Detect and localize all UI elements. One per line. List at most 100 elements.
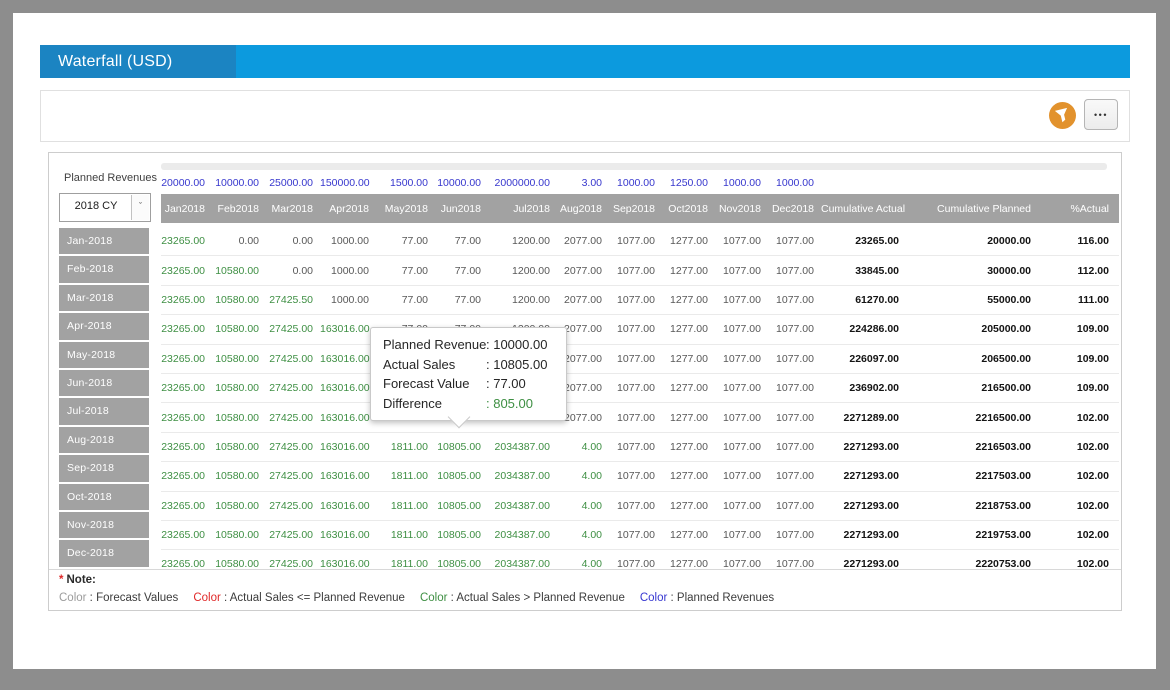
month-value: 163016.00: [320, 461, 376, 492]
empty-cell: [821, 171, 906, 194]
month-value: 1077.00: [768, 432, 821, 463]
row-header: Jul-2018: [59, 398, 149, 425]
month-value: 1077.00: [768, 461, 821, 492]
color-legend: Color : Forecast Values Color : Actual Sa…: [59, 592, 789, 604]
row-header: Jun-2018: [59, 370, 149, 397]
planned-revenue-value: 20000.00: [161, 176, 205, 189]
month-value: 1077.00: [609, 314, 662, 345]
month-value: 1077.00: [715, 255, 768, 286]
column-header: Mar2018: [266, 194, 320, 223]
month-value: 1077.00: [715, 285, 768, 316]
legend-item: Color : Forecast Values: [59, 592, 179, 604]
tooltip-row: Forecast Value: 77.00: [383, 376, 526, 391]
empty-cell: [1038, 171, 1119, 194]
pct-actual-value: 111.00: [1038, 285, 1119, 316]
cumulative-planned-value: 2216500.00: [906, 402, 1038, 433]
month-value: 1077.00: [776, 558, 814, 571]
cumulative-actual-value: 2271293.00: [821, 520, 906, 551]
month-value: 1077.00: [715, 373, 768, 404]
planned-revenue-value: 10000.00: [437, 176, 481, 189]
planned-revenues-label: Planned Revenues: [64, 172, 157, 184]
month-value: 1077.00: [715, 227, 768, 257]
month-value: 4.00: [557, 461, 609, 492]
month-value: 1200.00: [488, 255, 557, 286]
month-value: 163016.00: [320, 520, 376, 551]
table-row: 23265.0010580.0027425.00163016.001811.00…: [161, 344, 1119, 374]
column-header: Feb2018: [212, 194, 266, 223]
pct-actual-value: 102.00: [1038, 520, 1119, 551]
month-value: 1811.00: [390, 558, 428, 571]
table-row: 23265.0010580.0027425.00163016.001811.00…: [161, 373, 1119, 404]
month-value: 23265.00: [161, 314, 212, 345]
pct-actual-value: 109.00: [1038, 344, 1119, 374]
cumulative-planned-value: 205000.00: [906, 314, 1038, 345]
month-value: 77.00: [435, 227, 488, 257]
cell-tooltip: Planned Revenue: 10000.00 Actual Sales: 1…: [370, 327, 567, 421]
more-options-button[interactable]: •••: [1084, 99, 1118, 130]
row-header: Nov-2018: [59, 512, 149, 539]
month-value: 1000.00: [320, 285, 376, 316]
chevron-down-icon: ˇ: [131, 195, 149, 220]
month-value: 1077.00: [609, 373, 662, 404]
month-value: 1077.00: [715, 402, 768, 433]
month-value: 1077.00: [768, 344, 821, 374]
month-value: 1277.00: [662, 344, 715, 374]
month-value: 1277.00: [662, 520, 715, 551]
month-value: 1077.00: [609, 344, 662, 374]
month-value: 10805.00: [435, 491, 488, 521]
month-value: 1077.00: [768, 227, 821, 257]
month-value: 1077.00: [768, 402, 821, 433]
cumulative-planned-value: 2220753.00: [975, 558, 1031, 571]
column-header: Jul2018: [488, 194, 557, 223]
month-value: 10580.00: [212, 344, 266, 374]
month-value: 1077.00: [715, 344, 768, 374]
filter-button[interactable]: [1049, 102, 1076, 129]
month-value: 163016.00: [320, 314, 376, 345]
month-value: 77.00: [376, 285, 435, 316]
legend-item: Color : Actual Sales > Planned Revenue: [419, 592, 625, 604]
month-value: 10580.00: [212, 402, 266, 433]
cumulative-actual-value: 236902.00: [821, 373, 906, 404]
column-header: May2018: [376, 194, 435, 223]
month-value: 1277.00: [662, 461, 715, 492]
planned-revenue-value: 1250.00: [670, 176, 708, 189]
planned-revenue-value: 10000.00: [215, 176, 259, 189]
cumulative-planned-value: 206500.00: [906, 344, 1038, 374]
column-header: Oct2018: [662, 194, 715, 223]
pct-actual-value: 102.00: [1038, 461, 1119, 492]
month-value: 10805.00: [435, 520, 488, 551]
pct-actual-value: 116.00: [1038, 227, 1119, 257]
planned-revenues-row: 20000.00 10000.00 25000.00 150000.00 1500.00…: [161, 171, 1119, 194]
month-value: 163016.00: [320, 373, 376, 404]
pct-actual-value: 102.00: [1038, 402, 1119, 433]
month-value: 77.00: [376, 255, 435, 286]
cumulative-planned-value: 2216503.00: [906, 432, 1038, 463]
empty-cell: [906, 171, 1038, 194]
month-value: 4.00: [581, 558, 602, 571]
table-row: 23265.0010580.0027425.00163016.0077.0077…: [161, 314, 1119, 345]
month-value: 1811.00: [376, 520, 435, 551]
month-value: 27425.00: [269, 558, 313, 571]
horizontal-scrollbar[interactable]: [161, 163, 1107, 170]
month-value: 1077.00: [768, 314, 821, 345]
month-value: 10580.00: [212, 520, 266, 551]
period-select[interactable]: 2018 CY ˇ: [59, 193, 151, 222]
row-header: Mar-2018: [59, 284, 149, 312]
month-value: 4.00: [557, 491, 609, 521]
cumulative-planned-value: 2218753.00: [906, 491, 1038, 521]
month-value: 10580.00: [212, 255, 266, 286]
planned-revenue-value: 150000.00: [320, 176, 370, 189]
month-value: 4.00: [557, 432, 609, 463]
pct-actual-value: 109.00: [1038, 373, 1119, 404]
month-value: 1077.00: [609, 227, 662, 257]
month-value: 23265.00: [161, 373, 212, 404]
cumulative-planned-value: 2219753.00: [906, 520, 1038, 551]
cumulative-actual-value: 2271293.00: [843, 558, 899, 571]
month-value: 77.00: [376, 227, 435, 257]
month-value: 23265.00: [161, 461, 212, 492]
tooltip-content: Planned Revenue: 10000.00 Actual Sales: 1…: [383, 335, 553, 413]
month-value: 10580.00: [212, 432, 266, 463]
month-value: 1077.00: [609, 285, 662, 316]
